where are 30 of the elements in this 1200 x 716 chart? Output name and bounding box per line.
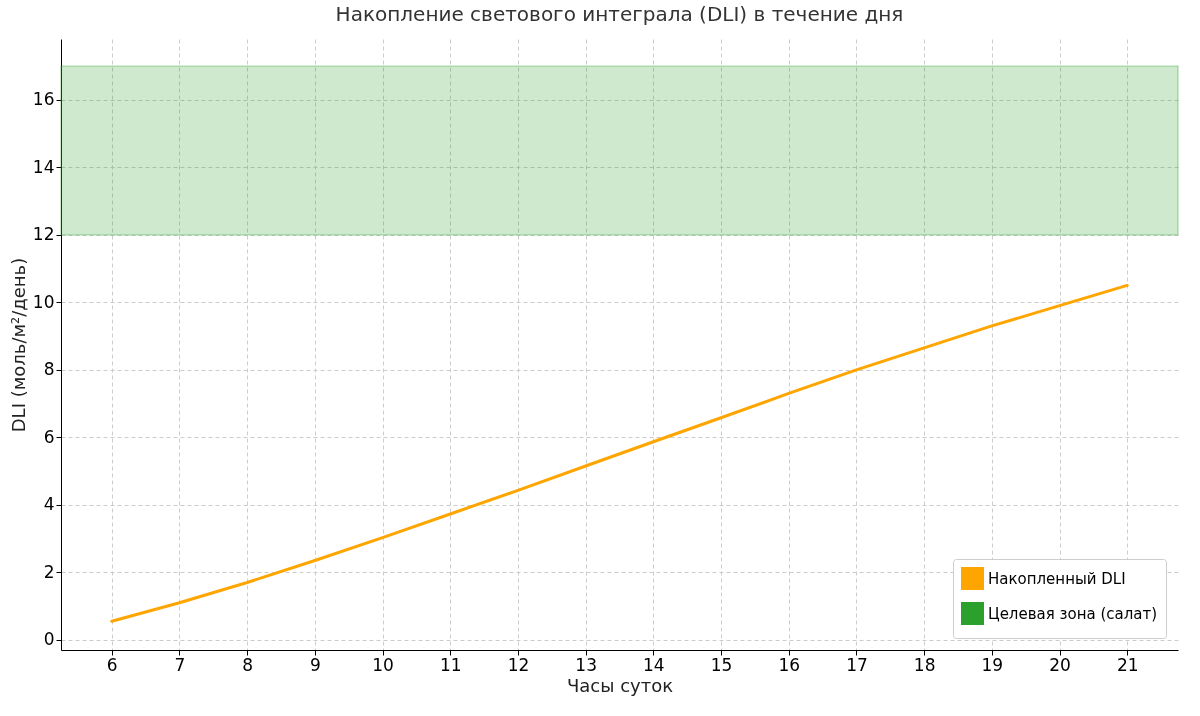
y-tick-label: 14 <box>32 156 55 177</box>
y-tick-label: 2 <box>43 561 55 582</box>
x-tick-label: 13 <box>575 654 597 675</box>
legend-label: Накопленный DLI <box>988 569 1126 588</box>
x-tick-label: 6 <box>106 654 118 675</box>
x-tick-label: 18 <box>913 654 936 675</box>
legend-label: Целевая зона (салат) <box>988 604 1158 623</box>
x-tick-label: 10 <box>372 654 394 675</box>
y-tick-label: 16 <box>32 89 55 110</box>
chart-title: Накопление светового интеграла (DLI) в течение дня <box>335 2 904 26</box>
x-tick-label: 21 <box>1116 654 1139 675</box>
y-tick-label: 10 <box>32 291 55 312</box>
x-tick-label: 19 <box>981 654 1004 675</box>
x-tick-label: 8 <box>242 654 254 675</box>
x-tick-label: 9 <box>309 654 321 675</box>
y-tick-label: 6 <box>43 426 55 447</box>
x-tick-label: 17 <box>846 654 868 675</box>
y-tick-label: 0 <box>43 629 55 650</box>
y-axis-title: DLI (моль/м²/день) <box>7 257 29 433</box>
x-tick-label: 14 <box>643 654 665 675</box>
x-tick-label: 16 <box>778 654 801 675</box>
x-axis-title: Часы суток <box>566 674 674 696</box>
y-tick-label: 4 <box>43 494 55 515</box>
y-tick-label: 8 <box>43 359 55 380</box>
x-tick-label: 11 <box>439 654 462 675</box>
x-tick-label: 15 <box>710 654 733 675</box>
x-tick-label: 20 <box>1049 654 1071 675</box>
x-tick-label: 7 <box>174 654 186 675</box>
y-tick-label: 12 <box>32 224 55 245</box>
x-tick-label: 12 <box>507 654 530 675</box>
